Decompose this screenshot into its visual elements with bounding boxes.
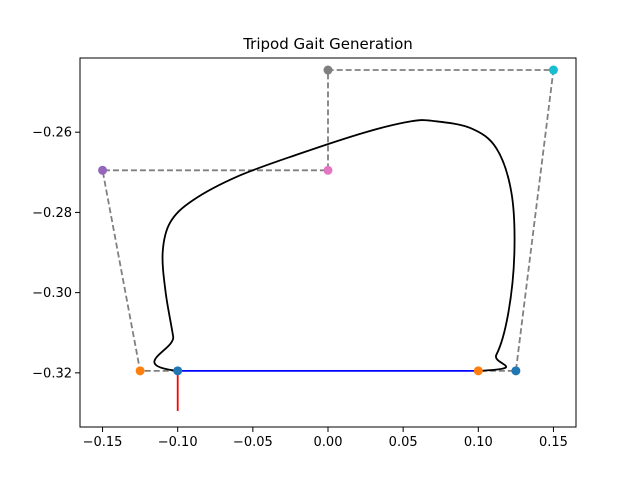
plot-area (98, 65, 558, 411)
control-point-7 (511, 366, 521, 376)
control-point-6 (548, 65, 558, 75)
x-tick-label: 0.10 (464, 435, 493, 450)
control-polygon-line (101, 69, 555, 372)
control-point-5 (323, 65, 333, 75)
control-point-8 (473, 366, 483, 376)
gait-curve-line (153, 119, 516, 372)
y-tick-label: −0.26 (32, 126, 72, 141)
control-point-2 (135, 366, 145, 376)
control-point-1 (173, 366, 183, 376)
y-tick-label: −0.32 (32, 366, 72, 381)
x-tick-label: 0.00 (314, 435, 343, 450)
x-tick-label: −0.15 (83, 435, 123, 450)
y-tick-label: −0.28 (32, 206, 72, 221)
axes: −0.15 −0.10 −0.05 0.00 0.05 0.10 0.15 −0.26 −0.2… (32, 126, 568, 450)
control-point-4 (323, 165, 333, 175)
control-point-3 (98, 165, 108, 175)
y-tick-label: −0.30 (32, 286, 72, 301)
x-tick-label: −0.10 (158, 435, 198, 450)
x-tick-label: −0.05 (233, 435, 273, 450)
x-tick-label: 0.15 (539, 435, 568, 450)
chart-title: Tripod Gait Generation (242, 35, 413, 53)
x-tick-label: 0.05 (389, 435, 418, 450)
